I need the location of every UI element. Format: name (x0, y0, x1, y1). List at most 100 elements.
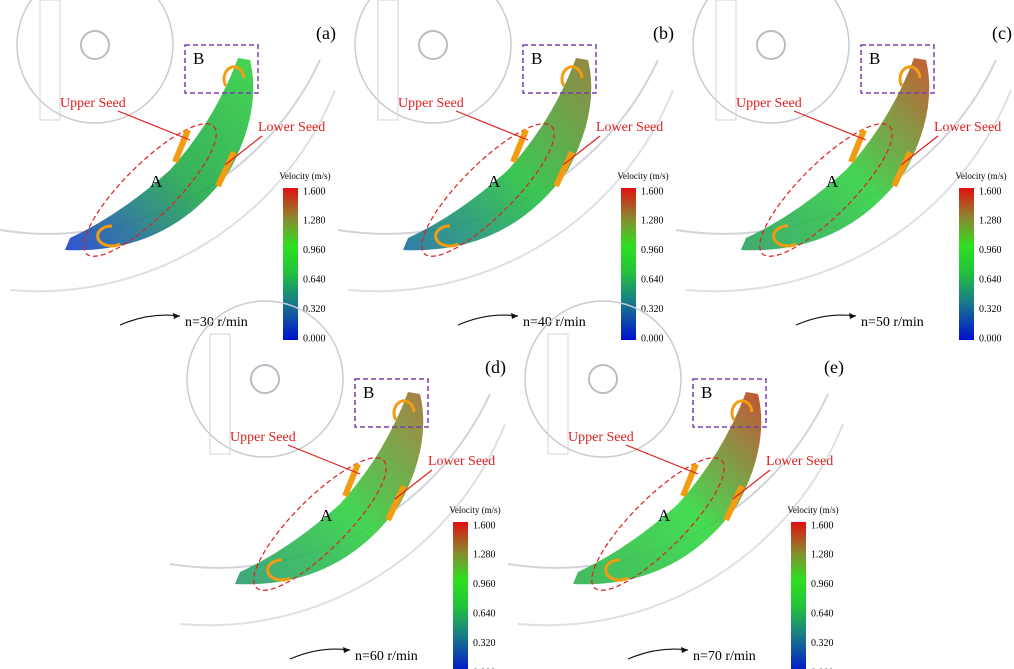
rotation-arrowhead (343, 647, 350, 653)
disc-outline (354, 0, 512, 124)
disc-outline (16, 0, 174, 124)
panel: B A Upper Seed Lower Seed (d) Velocity (m/s) 1… (169, 300, 506, 669)
colorbar-title: Velocity (m/s) (787, 505, 838, 515)
colorbar-tick-label: 1.600 (811, 520, 834, 531)
disc-hub (250, 364, 280, 394)
upper-seed-label: Upper Seed (230, 430, 296, 445)
colorbar-tick-label: 1.280 (473, 550, 496, 561)
colorbar-tick-label: 1.280 (979, 216, 1002, 227)
flow-arrow (553, 150, 575, 188)
flow-arrow (898, 65, 922, 87)
colorbar-tick-label: 1.280 (641, 216, 664, 227)
colorbar-tick-label: 1.600 (641, 186, 664, 197)
colorbar-title: Velocity (m/s) (449, 505, 500, 515)
panel: B A Upper Seed Lower Seed (e) Velocity (m/s) 1… (507, 300, 844, 669)
panel: B A Upper Seed Lower Seed (b) Velocity (m/s) 1… (337, 0, 674, 344)
lower-seed-label: Lower Seed (428, 454, 495, 469)
flow-arrow (604, 558, 629, 582)
flow-arrow (730, 399, 754, 421)
panel-label: (c) (992, 23, 1012, 44)
disc-hub (80, 30, 110, 60)
colorbar-tick-label: 0.640 (473, 608, 496, 619)
colorbar-tick-label: 0.960 (641, 245, 664, 256)
housing-arc (685, 89, 1012, 293)
speed-label: n=50 r/min (861, 315, 924, 330)
panel-label: (d) (485, 357, 506, 378)
colorbar-tick-label: 0.960 (811, 579, 834, 590)
colorbar-tick-label: 0.000 (473, 667, 496, 669)
lower-seed-label: Lower Seed (596, 120, 663, 135)
panel: B A Upper Seed Lower Seed (a) Velocity (m/s) 1… (0, 0, 336, 344)
callout-line (732, 469, 771, 500)
disc-outline (524, 300, 682, 458)
colorbar-tick-label: 0.640 (641, 274, 664, 285)
region-b-label: B (193, 49, 204, 68)
upper-seed-label: Upper Seed (60, 96, 126, 111)
flow-arrow (385, 484, 407, 522)
region-b-label: B (363, 383, 374, 402)
speed-label: n=40 r/min (523, 315, 586, 330)
colorbar-tick-label: 0.960 (303, 245, 326, 256)
lower-seed-label: Lower Seed (934, 120, 1001, 135)
upper-seed-label: Upper Seed (736, 96, 802, 111)
colorbar-title: Velocity (m/s) (279, 171, 330, 181)
flow-arrow (215, 150, 237, 188)
colorbar-tick-label: 0.640 (303, 274, 326, 285)
upper-seed-label: Upper Seed (568, 430, 634, 445)
rotation-arrow (627, 648, 689, 660)
region-b-box (692, 378, 767, 428)
rotation-arrowhead (681, 647, 688, 653)
seed-mass (235, 392, 424, 585)
rotation-arrowhead (849, 313, 856, 319)
region-a-outline (759, 123, 893, 257)
flow-arrow (434, 224, 459, 248)
region-a-outline (253, 457, 387, 591)
region-a-label: A (658, 506, 671, 525)
colorbar-tick-label: 0.960 (979, 245, 1002, 256)
region-a-outline (591, 457, 725, 591)
frame-post (547, 333, 569, 455)
colorbar (453, 522, 468, 669)
housing-arc (9, 89, 336, 293)
flow-arrow (680, 462, 699, 498)
speed-label: n=60 r/min (355, 649, 418, 664)
region-a-outline (83, 123, 217, 257)
disc-hub (588, 364, 618, 394)
colorbar-title: Velocity (m/s) (955, 171, 1006, 181)
seed-mass (65, 58, 254, 251)
region-b-label: B (701, 383, 712, 402)
colorbar (959, 188, 974, 340)
region-a-label: A (150, 172, 163, 191)
region-a-outline (421, 123, 555, 257)
callout-line (793, 110, 867, 141)
frame-post (209, 333, 231, 455)
region-a-label: A (320, 506, 333, 525)
flow-arrow (96, 224, 121, 248)
colorbar-tick-label: 0.640 (979, 274, 1002, 285)
colorbar-tick-label: 0.320 (641, 304, 664, 315)
seed-mass (403, 58, 592, 251)
region-b-label: B (869, 49, 880, 68)
frame-post (377, 0, 399, 121)
panel-label: (b) (653, 23, 674, 44)
colorbar-tick-label: 1.600 (979, 186, 1002, 197)
colorbar (791, 522, 806, 669)
rotation-arrowhead (511, 313, 518, 319)
callout-line (394, 469, 433, 500)
colorbar-tick-label: 0.960 (473, 579, 496, 590)
rotation-arrow (289, 648, 351, 660)
frame-post (39, 0, 61, 121)
housing-arc (179, 423, 506, 627)
colorbar-tick-label: 1.600 (303, 186, 326, 197)
colorbar-tick-label: 1.280 (811, 550, 834, 561)
callout-line (625, 444, 699, 475)
callout-line (900, 135, 939, 166)
flow-arrow (723, 484, 745, 522)
speed-label: n=30 r/min (185, 315, 248, 330)
panel-label: (e) (824, 357, 844, 378)
flow-arrow (342, 462, 361, 498)
colorbar (283, 188, 298, 340)
housing-arc (347, 89, 674, 293)
colorbar-title: Velocity (m/s) (617, 171, 668, 181)
disc-hub (418, 30, 448, 60)
